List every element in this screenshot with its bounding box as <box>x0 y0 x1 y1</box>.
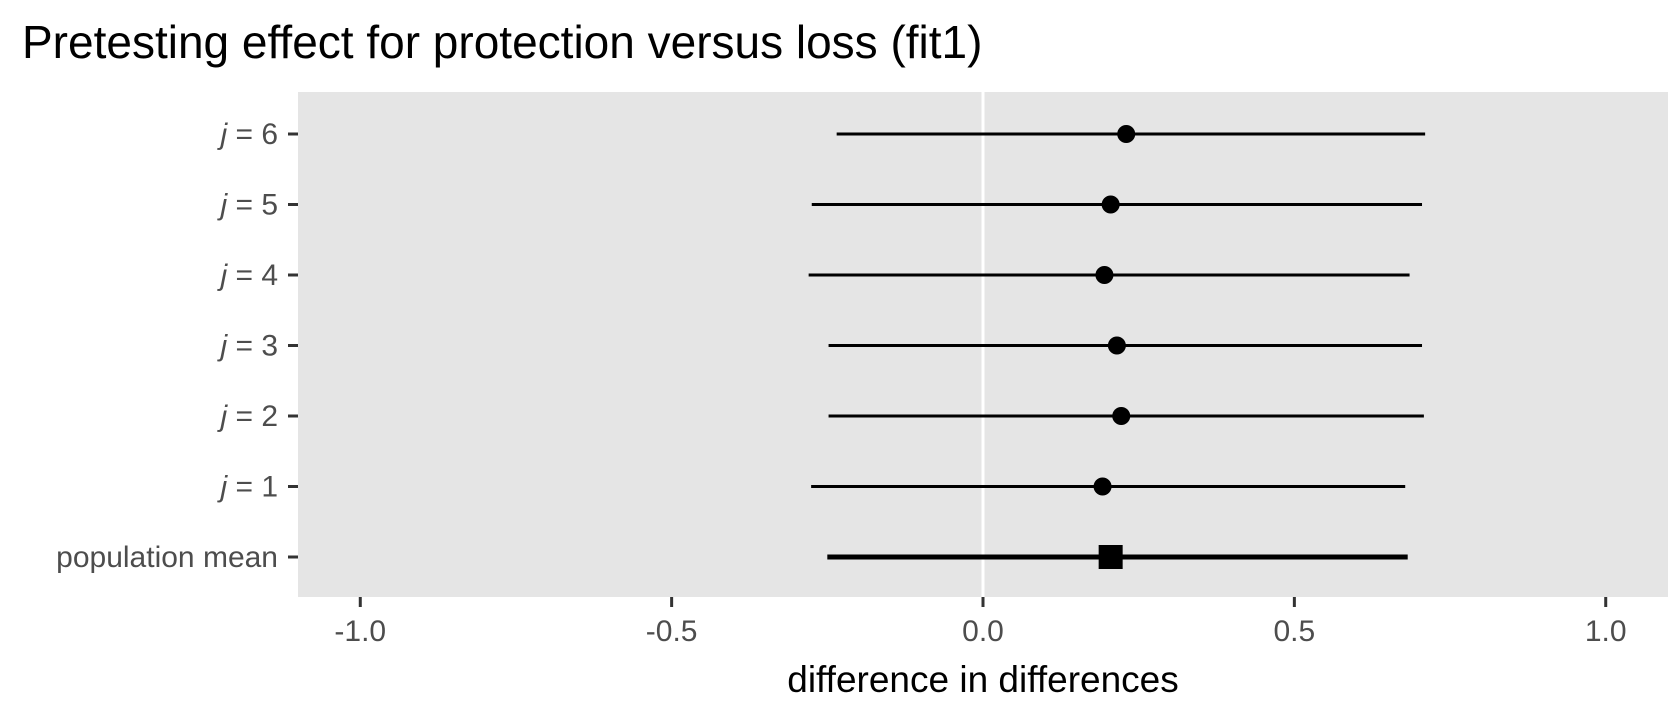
y-tick-label: population mean <box>56 541 278 574</box>
x-axis-title: difference in differences <box>787 659 1179 700</box>
y-tick-label: j = 5 <box>216 189 278 222</box>
chart-marks <box>808 125 1426 569</box>
y-axis: j = 6 j = 5 j = 4 j = 3 j = 2 j = 1 population… <box>56 118 298 574</box>
estimate-square <box>1098 545 1123 569</box>
x-tick-label: -1.0 <box>334 615 386 648</box>
estimate-point <box>1117 125 1136 143</box>
x-tick-label: 1.0 <box>1585 615 1627 648</box>
estimate-point <box>1112 407 1131 425</box>
x-tick-label: 0.5 <box>1274 615 1316 648</box>
chart-title: Pretesting effect for protection versus … <box>22 16 982 68</box>
y-tick-label: j = 6 <box>216 118 278 151</box>
y-tick-label: j = 1 <box>216 471 278 504</box>
estimate-point <box>1095 266 1114 284</box>
estimate-point <box>1093 477 1112 496</box>
estimate-point <box>1101 195 1120 214</box>
x-tick-label: -0.5 <box>646 615 698 648</box>
x-tick-label: 0.0 <box>962 615 1004 648</box>
estimate-point <box>1107 336 1126 355</box>
y-tick-label: j = 2 <box>216 400 278 433</box>
y-tick-label: j = 4 <box>216 259 278 292</box>
x-axis: -1.0 -0.5 0.0 0.5 1.0 <box>334 597 1627 648</box>
y-tick-label: j = 3 <box>216 330 278 363</box>
